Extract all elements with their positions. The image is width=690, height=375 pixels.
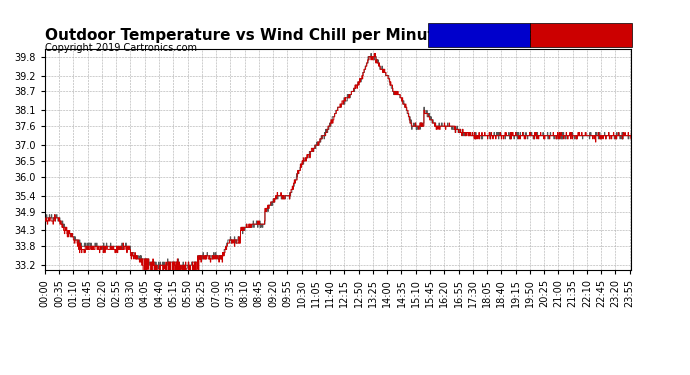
Text: Outdoor Temperature vs Wind Chill per Minute (24 Hours) 20191119: Outdoor Temperature vs Wind Chill per Mi… [45, 28, 631, 43]
Text: Wind Chill (°F): Wind Chill (°F) [431, 34, 505, 43]
Text: Copyright 2019 Cartronics.com: Copyright 2019 Cartronics.com [45, 43, 197, 53]
Text: Temperature (°F): Temperature (°F) [533, 34, 620, 43]
